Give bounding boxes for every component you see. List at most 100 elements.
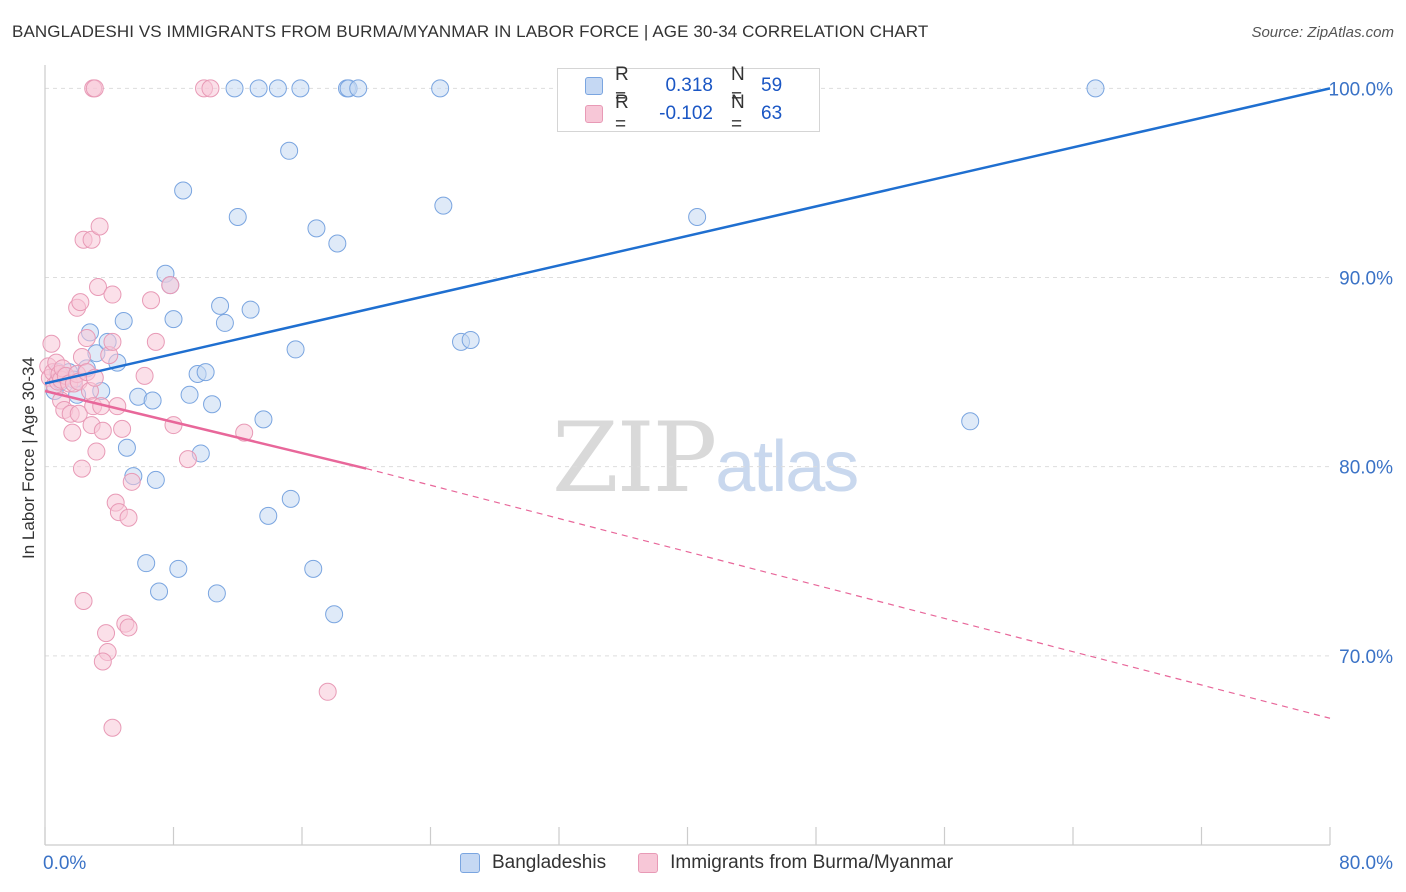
bangladeshi-point	[117, 438, 136, 457]
burma-point	[69, 404, 88, 423]
bangladeshi-point	[325, 605, 344, 624]
burma-point	[90, 217, 109, 236]
bangladeshi-point	[150, 582, 169, 601]
burma-point	[97, 624, 116, 643]
legend-swatch-pink	[638, 853, 659, 873]
chart-title: BANGLADESHI VS IMMIGRANTS FROM BURMA/MYA…	[12, 22, 929, 41]
watermark-atlas: atlas	[715, 427, 859, 507]
burma-point	[72, 459, 91, 478]
legend-n-value: 63	[761, 103, 783, 124]
burma-point	[77, 329, 96, 348]
bangladeshi-point	[254, 410, 273, 429]
burma-point	[82, 230, 101, 249]
bangladeshi-point	[207, 584, 226, 603]
legend-item-bangladeshis[interactable]: Bangladeshis	[460, 852, 606, 874]
burma-point	[318, 682, 337, 701]
burma-point	[103, 718, 122, 737]
burma-point	[89, 277, 108, 296]
bangladeshi-point	[215, 313, 234, 332]
bangladeshi-point	[431, 79, 450, 98]
bangladeshi-point	[259, 506, 278, 525]
burma-point	[122, 472, 141, 491]
burma-point	[71, 293, 90, 312]
y-tick-label: 70.0%	[1339, 647, 1393, 668]
legend-swatch-blue	[585, 77, 603, 95]
x-tick-label: 80.0%	[1339, 853, 1393, 874]
bangladeshi-point	[146, 470, 165, 489]
y-tick-label: 80.0%	[1339, 458, 1393, 479]
bangladeshi-point	[196, 363, 215, 382]
bangladeshi-point	[304, 559, 323, 578]
burma-point	[164, 416, 183, 435]
bangladeshi-point	[280, 141, 299, 160]
bangladeshi-point	[291, 79, 310, 98]
bangladeshi-point	[143, 391, 162, 410]
burma-trend-extrapolation	[366, 467, 1331, 719]
burma-point	[72, 347, 91, 366]
y-tick-label: 100.0%	[1329, 79, 1394, 100]
bangladeshi-point	[241, 300, 260, 319]
legend-n-label: N =	[731, 92, 745, 135]
bangladeshi-point	[203, 395, 222, 414]
bangladeshi-point	[164, 310, 183, 329]
legend-n-value: 59	[761, 75, 783, 96]
bangladeshi-point	[211, 296, 230, 315]
bangladeshi-point	[328, 234, 347, 253]
legend-swatch-pink	[585, 105, 603, 123]
legend-row-burma: R = -0.102 N = 63	[558, 92, 783, 135]
legend-label-bangladeshis: Bangladeshis	[492, 852, 607, 873]
burma-point	[103, 285, 122, 304]
bangladeshi-point	[1086, 79, 1105, 98]
bangladeshi-point	[281, 489, 300, 508]
bangladeshi-point	[137, 554, 156, 573]
bangladeshi-point	[961, 412, 980, 431]
burma-point	[142, 291, 161, 310]
burma-point	[93, 421, 112, 440]
series-legend: Bangladeshis Immigrants from Burma/Myanm…	[460, 852, 985, 874]
correlation-legend: R = 0.318 N = 59 R = -0.102 N = 63	[557, 64, 820, 135]
bangladeshi-point	[225, 79, 244, 98]
burma-point	[113, 419, 132, 438]
bangladeshi-point	[174, 181, 193, 200]
burma-point	[119, 508, 138, 527]
legend-r-value: 0.318	[665, 75, 713, 96]
legend-label-burma: Immigrants from Burma/Myanmar	[670, 852, 954, 873]
burma-point	[93, 652, 112, 671]
source-label: Source: ZipAtlas.com	[1251, 24, 1394, 41]
legend-n-label: N =	[731, 64, 745, 107]
burma-trend-line	[44, 389, 367, 470]
burma-point	[74, 591, 93, 610]
burma-point	[161, 276, 180, 295]
bangladeshi-point	[268, 79, 287, 98]
bangladeshi-point	[688, 208, 707, 226]
bangladeshi-point	[349, 79, 368, 98]
burma-point	[87, 442, 106, 461]
burma-point	[119, 618, 138, 637]
y-tick-label: 90.0%	[1339, 269, 1393, 290]
watermark: ZIPatlas	[552, 402, 859, 514]
bangladeshi-trend-line	[44, 87, 1331, 385]
burma-point	[103, 332, 122, 351]
legend-swatch-blue	[460, 853, 480, 873]
burma-point	[135, 366, 154, 385]
burma-point	[63, 423, 82, 442]
legend-row-bangladeshis: R = 0.318 N = 59	[558, 64, 783, 107]
bangladeshi-point	[114, 312, 133, 331]
burma-point	[146, 332, 165, 351]
legend-r-label: R =	[615, 64, 629, 107]
burma-point	[85, 79, 104, 98]
legend-r-value: -0.102	[659, 103, 713, 124]
burma-point	[42, 334, 61, 353]
legend-item-burma[interactable]: Immigrants from Burma/Myanmar	[638, 852, 953, 874]
x-tick-label: 0.0%	[43, 853, 86, 874]
bangladeshi-point	[461, 330, 480, 349]
bangladeshi-point	[228, 208, 247, 226]
bangladeshi-point	[249, 79, 268, 98]
bangladeshi-point	[307, 219, 326, 238]
bangladeshi-point	[286, 340, 305, 359]
burma-point	[201, 79, 220, 98]
legend-r-label: R =	[615, 92, 629, 135]
bangladeshi-point	[169, 559, 188, 578]
watermark-zip: ZIP	[552, 402, 717, 514]
